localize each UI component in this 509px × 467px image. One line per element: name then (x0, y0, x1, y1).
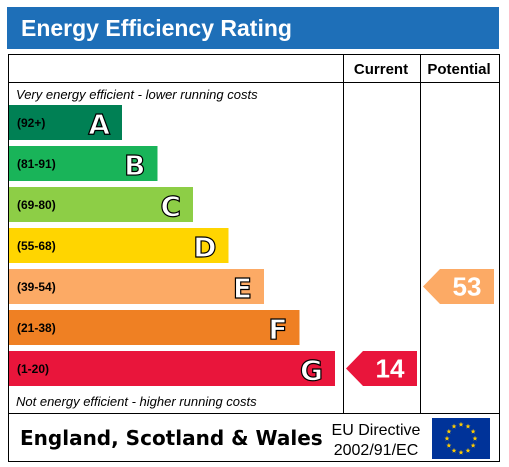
band-c-letter: C (160, 190, 181, 223)
band-f-letter: F (268, 313, 287, 346)
band-c-bar (9, 187, 193, 222)
title-bar: Energy Efficiency Rating (7, 7, 499, 49)
band-e-bar (9, 269, 264, 304)
band-d-range: (55-68) (17, 239, 56, 253)
directive-line-2: 2002/91/EC (334, 442, 419, 459)
potential-rating-value: 53 (453, 272, 482, 302)
band-a-bar (9, 105, 122, 140)
footer-region: England, Scotland & Wales (20, 426, 323, 450)
chart-frame (8, 54, 500, 462)
score-markers: 14 53 (346, 269, 494, 386)
band-g-bar (9, 351, 335, 386)
band-b-bar (9, 146, 158, 181)
band-d-letter: D (193, 231, 216, 264)
band-d-bar (9, 228, 229, 263)
bottom-note: Not energy efficient - higher running co… (16, 394, 257, 409)
band-a-range: (92+) (17, 116, 45, 130)
band-a-letter: A (88, 108, 110, 141)
band-e-range: (39-54) (17, 280, 56, 294)
potential-rating-marker (423, 269, 494, 304)
potential-column-header: Potential (427, 61, 490, 78)
band-f-bar (9, 310, 300, 345)
page-title: Energy Efficiency Rating (21, 15, 292, 41)
band-g-range: (1-20) (17, 362, 49, 376)
current-column-header: Current (354, 61, 408, 78)
rating-bands: (92+) A (81-91) B (69-80) C (55-68) D (39-54) E (2… (9, 105, 335, 388)
band-f-range: (21-38) (17, 321, 56, 335)
band-b-range: (81-91) (17, 157, 56, 171)
band-g-letter: G (300, 354, 323, 387)
band-e-letter: E (233, 272, 252, 305)
current-rating-marker (346, 351, 417, 386)
band-b-letter: B (124, 149, 145, 182)
band-c-range: (69-80) (17, 198, 56, 212)
top-note: Very energy efficient - lower running co… (16, 87, 258, 102)
eu-flag-icon (432, 418, 490, 459)
directive-line-1: EU Directive (332, 422, 421, 439)
current-rating-value: 14 (376, 354, 405, 384)
